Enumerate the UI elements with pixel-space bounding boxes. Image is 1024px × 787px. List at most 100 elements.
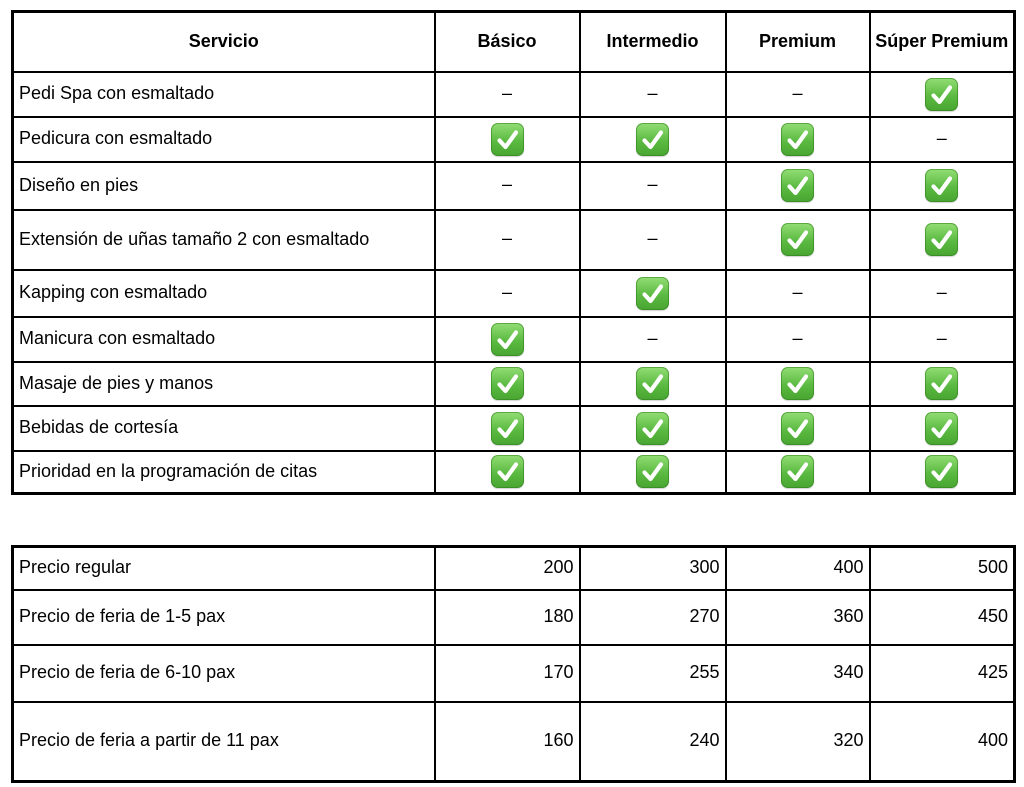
dash-mark: – [792, 281, 803, 302]
tier-cell-basico [433, 315, 581, 363]
column-header-basico: Básico [433, 10, 581, 73]
service-name-cell: Pedi Spa con esmaltado [11, 70, 436, 118]
service-row: Bebidas de cortesía [11, 404, 1016, 452]
price-cell-basico: 180 [433, 588, 581, 646]
price-cell-intermedio: 240 [578, 700, 727, 783]
tier-cell-premium [724, 404, 871, 452]
dash-mark: – [501, 82, 512, 103]
service-row: Diseño en pies – – [11, 160, 1016, 211]
price-cell-intermedio: 270 [578, 588, 727, 646]
service-row: Extensión de uñas tamaño 2 con esmaltado… [11, 208, 1016, 271]
tier-cell-basico: – [433, 70, 581, 118]
tier-cell-super-premium: – [868, 115, 1016, 163]
check-mark-icon [925, 367, 959, 400]
dash-mark: – [936, 327, 947, 348]
price-row: Precio regular 200 300 400 500 [11, 545, 1016, 591]
dash-mark: – [647, 327, 658, 348]
tier-cell-basico [433, 115, 581, 163]
dash-mark: – [647, 228, 658, 249]
check-mark-icon [781, 411, 814, 445]
tier-cell-super-premium: – [868, 315, 1016, 363]
dash-mark: – [647, 82, 658, 103]
service-row: Pedi Spa con esmaltado – – – [11, 70, 1016, 118]
tier-cell-basico [433, 360, 581, 407]
tier-cell-super-premium [868, 208, 1016, 271]
price-row: Precio de feria de 1-5 pax 180 270 360 4… [11, 588, 1016, 646]
price-label-cell: Precio de feria de 6-10 pax [11, 643, 436, 703]
check-mark-icon [781, 169, 814, 202]
dash-mark: – [936, 281, 947, 302]
service-name-cell: Kapping con esmaltado [11, 268, 436, 318]
price-cell-super-premium: 400 [868, 700, 1016, 783]
check-mark-icon [636, 276, 669, 310]
tier-cell-premium: – [724, 315, 871, 363]
tier-cell-basico: – [433, 208, 581, 271]
price-row: Precio de feria de 6-10 pax 170 255 340 … [11, 643, 1016, 703]
service-row: Pedicura con esmaltado – [11, 115, 1016, 163]
tier-cell-intermedio [578, 404, 727, 452]
tier-cell-super-premium [868, 360, 1016, 407]
tier-cell-premium [724, 449, 871, 495]
check-mark-icon [925, 455, 959, 489]
tier-cell-basico [433, 449, 581, 495]
price-cell-super-premium: 450 [868, 588, 1016, 646]
dash-mark: – [647, 174, 658, 195]
dash-mark: – [792, 327, 803, 348]
column-header-super-premium: Súper Premium [868, 10, 1016, 73]
price-cell-premium: 340 [724, 643, 871, 703]
dash-mark: – [936, 127, 947, 148]
price-label-cell: Precio de feria a partir de 11 pax [11, 700, 436, 783]
service-row: Prioridad en la programación de citas [11, 449, 1016, 495]
tier-cell-intermedio: – [578, 208, 727, 271]
service-row: Masaje de pies y manos [11, 360, 1016, 407]
price-cell-intermedio: 300 [578, 545, 727, 591]
service-name-cell: Extensión de uñas tamaño 2 con esmaltado [11, 208, 436, 271]
check-mark-icon [925, 223, 959, 256]
tier-cell-super-premium [868, 449, 1016, 495]
price-label-cell: Precio regular [11, 545, 436, 591]
column-header-intermedio: Intermedio [578, 10, 727, 73]
tier-cell-super-premium: – [868, 268, 1016, 318]
service-name-cell: Diseño en pies [11, 160, 436, 211]
column-header-premium: Premium [724, 10, 871, 73]
tier-cell-premium [724, 115, 871, 163]
check-mark-icon [636, 455, 669, 489]
check-mark-icon [490, 455, 524, 489]
check-mark-icon [781, 122, 814, 156]
column-header-servicio: Servicio [11, 10, 436, 73]
tier-cell-intermedio: – [578, 315, 727, 363]
service-name-cell: Pedicura con esmaltado [11, 115, 436, 163]
tier-cell-premium: – [724, 268, 871, 318]
tier-cell-intermedio [578, 115, 727, 163]
header-row: Servicio Básico Intermedio Premium Súper… [11, 10, 1016, 73]
tier-cell-super-premium [868, 160, 1016, 211]
prices-table: Precio regular 200 300 400 500 Precio de… [11, 545, 1016, 783]
services-table-body: Pedi Spa con esmaltado – – – Pedicura co… [11, 70, 1016, 495]
tier-cell-basico: – [433, 268, 581, 318]
price-cell-basico: 200 [433, 545, 581, 591]
dash-mark: – [501, 281, 512, 302]
service-name-cell: Bebidas de cortesía [11, 404, 436, 452]
dash-mark: – [501, 228, 512, 249]
services-comparison-table: Servicio Básico Intermedio Premium Súper… [11, 10, 1016, 495]
check-mark-icon [925, 169, 959, 202]
price-row: Precio de feria a partir de 11 pax 160 2… [11, 700, 1016, 783]
tier-cell-super-premium [868, 404, 1016, 452]
check-mark-icon [781, 367, 814, 400]
price-cell-intermedio: 255 [578, 643, 727, 703]
price-cell-super-premium: 500 [868, 545, 1016, 591]
service-name-cell: Masaje de pies y manos [11, 360, 436, 407]
price-cell-premium: 360 [724, 588, 871, 646]
tier-cell-intermedio [578, 360, 727, 407]
service-row: Manicura con esmaltado – – – [11, 315, 1016, 363]
dash-mark: – [501, 174, 512, 195]
price-cell-premium: 400 [724, 545, 871, 591]
service-row: Kapping con esmaltado – – – [11, 268, 1016, 318]
tier-cell-intermedio: – [578, 160, 727, 211]
check-mark-icon [636, 367, 669, 400]
service-name-cell: Prioridad en la programación de citas [11, 449, 436, 495]
tier-cell-intermedio [578, 268, 727, 318]
price-cell-basico: 160 [433, 700, 581, 783]
price-cell-basico: 170 [433, 643, 581, 703]
prices-table-body: Precio regular 200 300 400 500 Precio de… [11, 545, 1016, 783]
